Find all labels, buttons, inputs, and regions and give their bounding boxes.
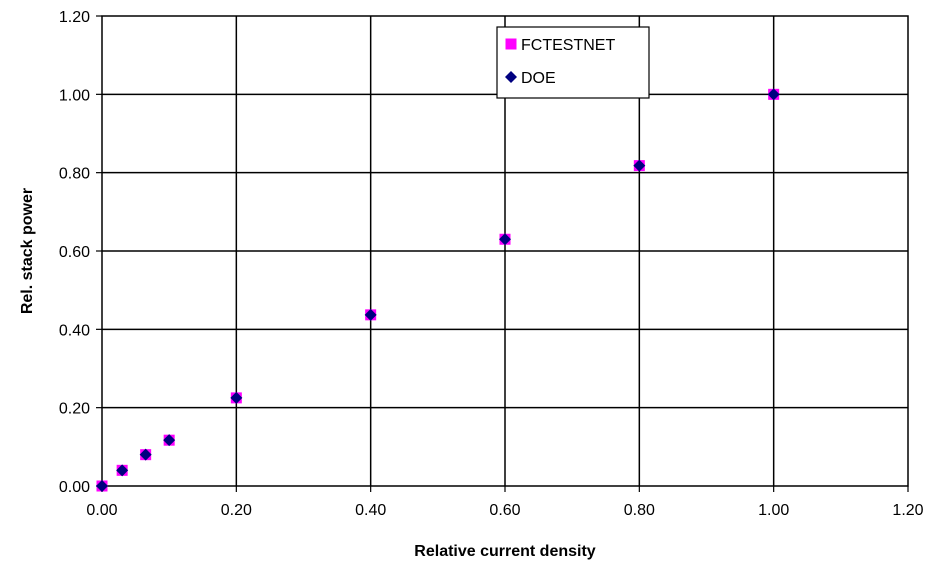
x-tick-label: 0.60 bbox=[489, 502, 520, 519]
data-point bbox=[767, 88, 780, 101]
x-tick-label: 1.00 bbox=[758, 502, 789, 519]
y-tick-label: 0.40 bbox=[59, 322, 90, 339]
data-point bbox=[96, 480, 108, 492]
legend-label: FCTESTNET bbox=[521, 37, 615, 54]
data-point bbox=[230, 391, 243, 404]
data-point bbox=[139, 448, 152, 461]
data-point bbox=[163, 434, 176, 447]
y-tick-label: 0.00 bbox=[59, 479, 90, 496]
y-axis-ticks: 0.00 0.20 0.40 0.60 0.80 1.00 1.20 bbox=[59, 9, 102, 496]
x-tick-label: 0.40 bbox=[355, 502, 386, 519]
series-doe bbox=[96, 88, 780, 492]
legend-marker bbox=[505, 38, 517, 50]
data-point bbox=[499, 233, 511, 246]
y-axis-title: Rel. stack power bbox=[19, 188, 36, 314]
x-tick-label: 1.20 bbox=[892, 502, 923, 519]
y-tick-label: 0.20 bbox=[59, 401, 90, 418]
y-tick-label: 0.80 bbox=[59, 166, 90, 183]
y-tick-label: 1.00 bbox=[59, 87, 90, 104]
data-point bbox=[633, 159, 646, 172]
x-tick-label: 0.80 bbox=[624, 502, 655, 519]
data-points bbox=[96, 88, 780, 492]
data-point bbox=[116, 464, 129, 477]
legend-items: FCTESTNET DOE bbox=[505, 37, 615, 87]
x-axis-ticks: 0.00 0.20 0.40 0.60 0.80 1.00 1.20 bbox=[86, 486, 924, 519]
y-tick-label: 1.20 bbox=[59, 9, 90, 26]
legend-label: DOE bbox=[521, 70, 556, 87]
legend-box bbox=[496, 26, 650, 99]
series-fctestnet bbox=[96, 88, 780, 492]
y-tick-label: 0.60 bbox=[59, 244, 90, 261]
x-tick-label: 0.00 bbox=[86, 502, 117, 519]
x-tick-label: 0.20 bbox=[221, 502, 252, 519]
legend-marker bbox=[505, 71, 517, 83]
legend: FCTESTNET DOE bbox=[496, 26, 650, 99]
x-axis-title: Relative current density bbox=[414, 543, 596, 560]
data-point bbox=[364, 308, 377, 321]
